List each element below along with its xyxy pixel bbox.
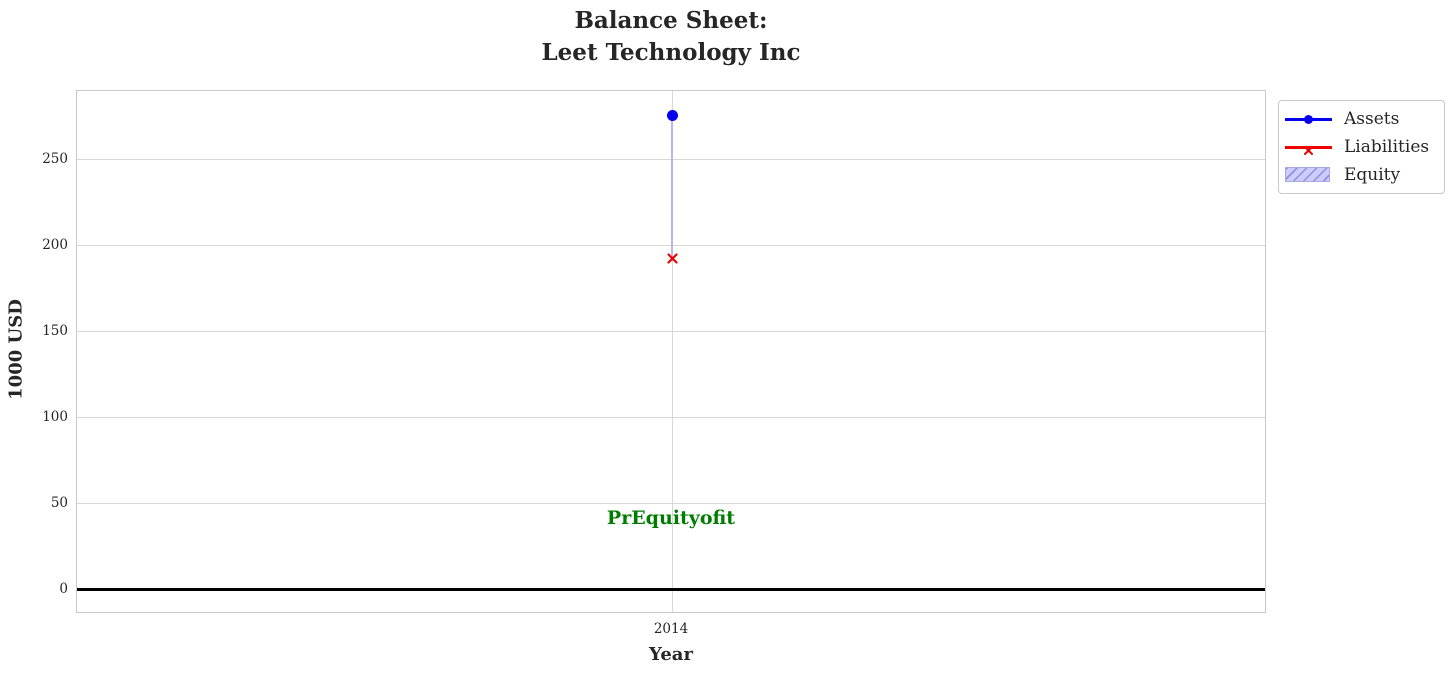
gridline-y-100 [77, 417, 1265, 419]
assets-data-point [666, 109, 678, 121]
legend-label-equity: Equity [1344, 165, 1401, 185]
plot-area [76, 90, 1266, 613]
zero-axis-line [77, 588, 1265, 592]
liabilities-line-marker-icon [1285, 138, 1332, 156]
annotation-text: PrEquityofit [606, 507, 736, 530]
equity-hatch-patch-icon [1285, 166, 1332, 184]
legend-label-liabilities: Liabilities [1344, 137, 1430, 157]
gridline-x-2014 [671, 91, 673, 612]
y-tick-label: 100 [42, 408, 68, 425]
legend-item-equity: Equity [1285, 161, 1434, 189]
equity-fill-segment [671, 115, 673, 257]
legend-item-liabilities: Liabilities [1285, 133, 1434, 161]
legend-item-assets: Assets [1285, 105, 1434, 133]
y-tick-label: 250 [42, 150, 68, 167]
legend-label-assets: Assets [1344, 109, 1400, 129]
liabilities-data-point [666, 250, 679, 269]
y-tick-label: 0 [59, 580, 68, 597]
y-axis-label: 1000 USD [5, 299, 27, 400]
y-tick-label: 200 [42, 236, 68, 253]
gridline-y-150 [77, 331, 1265, 333]
y-tick-label: 50 [50, 494, 68, 511]
x-tick-label: 2014 [653, 621, 689, 637]
y-tick-label: 150 [42, 322, 68, 339]
gridline-y-50 [77, 503, 1265, 505]
x-axis-label: Year [649, 644, 693, 665]
assets-line-marker-icon [1285, 110, 1332, 128]
chart-title: Balance Sheet: Leet Technology Inc [541, 7, 801, 66]
legend: Assets Liabilities Equity [1278, 100, 1445, 194]
